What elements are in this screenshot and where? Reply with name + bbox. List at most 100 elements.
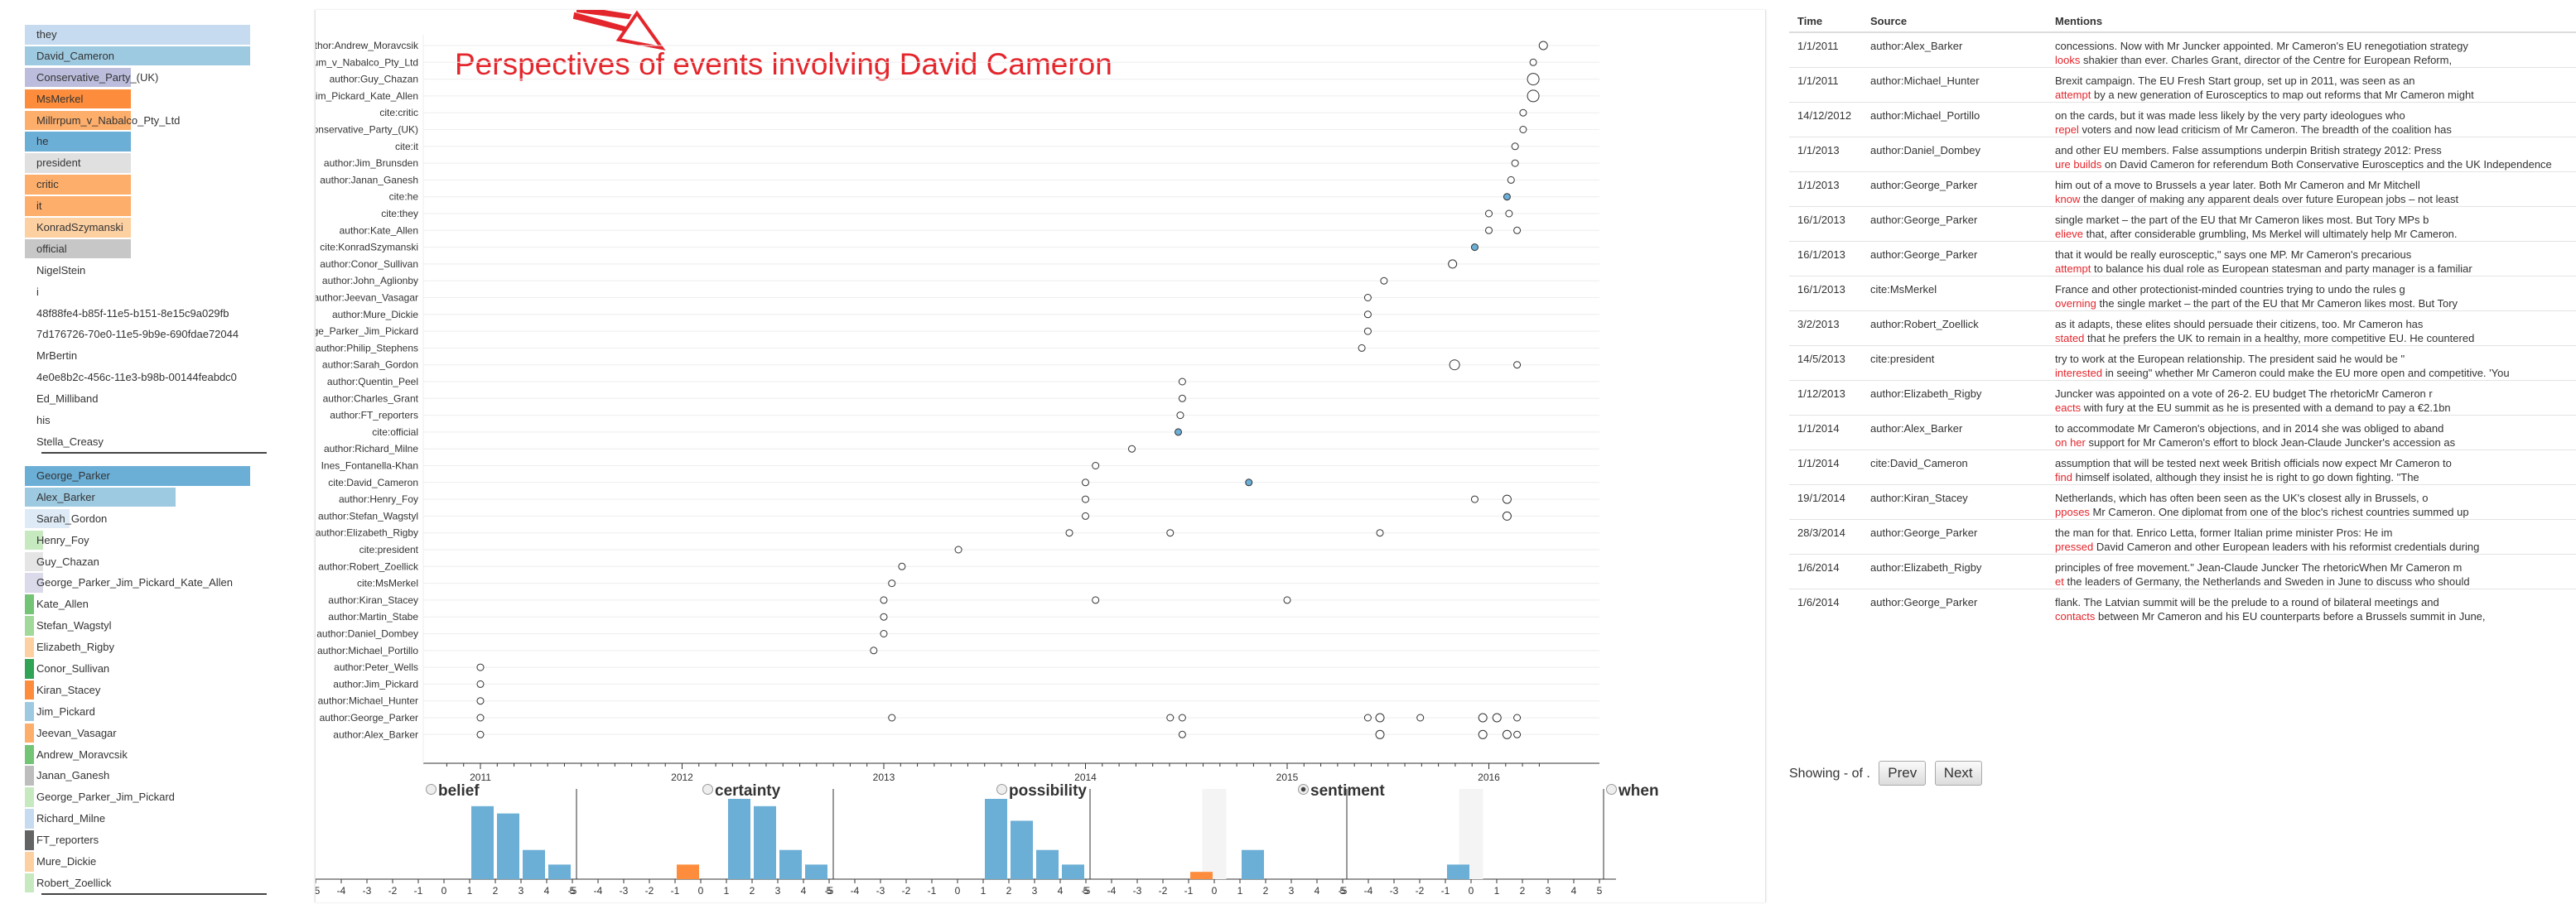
- table-row[interactable]: 1/1/2014 author:Alex_Barker to accommodate…: [1789, 415, 2576, 450]
- table-row[interactable]: 1/1/2013 author:Daniel_Dombey and other EU…: [1789, 137, 2576, 172]
- event-point[interactable]: [1375, 729, 1385, 739]
- histogram-bar[interactable]: [677, 864, 699, 879]
- event-point[interactable]: [1513, 361, 1522, 369]
- event-point[interactable]: [1513, 714, 1522, 722]
- histogram-bar[interactable]: [548, 864, 571, 879]
- event-point[interactable]: [1527, 73, 1540, 86]
- event-point[interactable]: [1166, 529, 1175, 537]
- event-point[interactable]: [1511, 142, 1519, 151]
- table-row[interactable]: 3/2/2013 author:Robert_Zoellick as it adap…: [1789, 310, 2576, 346]
- event-point[interactable]: [1449, 359, 1460, 371]
- event-point[interactable]: [1507, 176, 1515, 184]
- event-point[interactable]: [1175, 428, 1183, 436]
- modality-radio-possibility[interactable]: possibility: [996, 782, 1087, 801]
- event-point[interactable]: [1448, 259, 1458, 269]
- event-point[interactable]: [1376, 529, 1384, 537]
- event-point[interactable]: [1363, 294, 1372, 301]
- modality-radio-sentiment[interactable]: sentiment: [1298, 782, 1385, 801]
- event-point[interactable]: [898, 562, 906, 570]
- event-point[interactable]: [1513, 226, 1522, 234]
- event-point[interactable]: [476, 663, 485, 671]
- histogram-bar[interactable]: [1036, 849, 1059, 879]
- histogram-bar[interactable]: [1011, 820, 1033, 879]
- table-row[interactable]: 1/12/2013 author:Elizabeth_Rigby Juncker w…: [1789, 380, 2576, 416]
- event-point[interactable]: [1128, 445, 1136, 453]
- event-point[interactable]: [1283, 596, 1291, 604]
- event-point[interactable]: [1245, 478, 1253, 487]
- table-row[interactable]: 1/6/2014 author:George_Parker flank. The L…: [1789, 589, 2576, 624]
- event-point[interactable]: [1380, 276, 1388, 285]
- table-row[interactable]: 1/1/2011 author:Michael_Hunter Brexit camp…: [1789, 67, 2576, 103]
- event-point[interactable]: [954, 546, 962, 554]
- event-point[interactable]: [1082, 478, 1089, 487]
- event-point[interactable]: [1178, 714, 1186, 722]
- table-row[interactable]: 14/5/2013 cite:president try to work at th…: [1789, 345, 2576, 381]
- event-point[interactable]: [880, 630, 888, 637]
- event-point[interactable]: [1519, 108, 1527, 117]
- event-point[interactable]: [476, 697, 485, 705]
- event-point[interactable]: [1178, 377, 1186, 386]
- histogram-bar[interactable]: [1190, 872, 1213, 879]
- event-point[interactable]: [1492, 713, 1502, 723]
- event-point[interactable]: [1505, 209, 1513, 218]
- event-point[interactable]: [1470, 495, 1479, 503]
- event-point[interactable]: [888, 579, 896, 588]
- event-point[interactable]: [1092, 462, 1100, 469]
- event-point[interactable]: [476, 714, 485, 722]
- event-point[interactable]: [1363, 714, 1372, 722]
- event-point[interactable]: [1416, 714, 1425, 722]
- event-point[interactable]: [1363, 327, 1372, 335]
- histogram-bar[interactable]: [523, 849, 545, 879]
- event-point[interactable]: [1065, 529, 1073, 537]
- event-point[interactable]: [1082, 495, 1089, 503]
- event-point[interactable]: [1529, 58, 1537, 66]
- column-header-time[interactable]: Time: [1789, 10, 1862, 33]
- event-point[interactable]: [1538, 41, 1548, 50]
- table-row[interactable]: 28/3/2014 author:George_Parker the man for…: [1789, 519, 2576, 555]
- event-point[interactable]: [1485, 226, 1493, 234]
- table-row[interactable]: 19/1/2014 author:Kiran_Stacey Netherlands,…: [1789, 484, 2576, 520]
- event-point[interactable]: [1178, 730, 1186, 738]
- event-point[interactable]: [1502, 729, 1512, 739]
- event-point[interactable]: [1485, 209, 1493, 218]
- event-point[interactable]: [476, 730, 485, 738]
- table-row[interactable]: 14/12/2012 author:Michael_Portillo on the …: [1789, 102, 2576, 137]
- event-point[interactable]: [1082, 512, 1089, 520]
- event-point[interactable]: [1502, 511, 1512, 521]
- event-point[interactable]: [880, 596, 888, 604]
- histogram-bar[interactable]: [985, 799, 1007, 879]
- histogram-bar[interactable]: [754, 805, 776, 879]
- event-point[interactable]: [1513, 730, 1522, 738]
- event-point[interactable]: [880, 613, 888, 621]
- table-row[interactable]: 16/1/2013 author:George_Parker single mark…: [1789, 206, 2576, 242]
- event-point[interactable]: [1375, 713, 1385, 723]
- histogram-bar[interactable]: [471, 805, 494, 879]
- histogram-bar[interactable]: [1242, 849, 1264, 879]
- histogram-bar[interactable]: [1062, 864, 1084, 879]
- event-point[interactable]: [1092, 596, 1100, 604]
- event-point[interactable]: [870, 647, 878, 655]
- table-row[interactable]: 16/1/2013 cite:MsMerkel France and other p…: [1789, 276, 2576, 311]
- event-point[interactable]: [1363, 310, 1372, 319]
- next-button[interactable]: Next: [1934, 761, 1982, 786]
- event-point[interactable]: [1503, 193, 1511, 201]
- column-header-mentions[interactable]: Mentions: [2047, 10, 2576, 33]
- event-point[interactable]: [1176, 411, 1184, 420]
- table-row[interactable]: 1/1/2013 author:George_Parker him out of a…: [1789, 171, 2576, 207]
- modality-radio-certainty[interactable]: certainty: [702, 782, 780, 801]
- modality-radio-belief[interactable]: belief: [426, 782, 480, 801]
- event-point[interactable]: [1527, 89, 1540, 103]
- histogram-bar[interactable]: [779, 849, 802, 879]
- histogram-bar[interactable]: [728, 799, 750, 879]
- histogram-bar[interactable]: [805, 864, 827, 879]
- event-point[interactable]: [1478, 713, 1488, 723]
- table-row[interactable]: 1/1/2011 author:Alex_Barker concessions. N…: [1789, 31, 2576, 68]
- table-row[interactable]: 1/6/2014 author:Elizabeth_Rigby principles…: [1789, 554, 2576, 589]
- event-point[interactable]: [476, 680, 485, 688]
- column-header-source[interactable]: Source: [1862, 10, 2047, 33]
- event-point[interactable]: [1511, 159, 1519, 167]
- event-point[interactable]: [1519, 126, 1527, 133]
- prev-button[interactable]: Prev: [1879, 761, 1927, 786]
- modality-radio-when[interactable]: when: [1606, 782, 1659, 801]
- event-point[interactable]: [888, 714, 896, 722]
